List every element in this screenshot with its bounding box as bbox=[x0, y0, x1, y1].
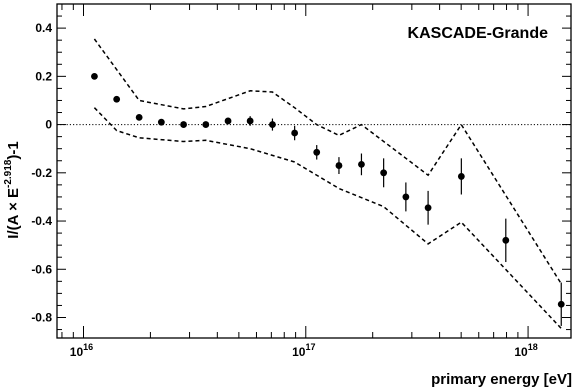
data-point bbox=[402, 193, 410, 201]
x-tick-label-base: 10 bbox=[514, 345, 528, 359]
data-point bbox=[180, 121, 187, 128]
data-point bbox=[157, 118, 165, 126]
y-tick-label: -0.4 bbox=[31, 214, 52, 228]
data-point bbox=[135, 113, 143, 121]
x-tick-label: 1018 bbox=[514, 342, 537, 359]
x-tick-label-base: 10 bbox=[292, 345, 306, 359]
lower-systematic-band bbox=[93, 107, 562, 329]
data-point bbox=[380, 169, 388, 177]
chart-annotation: KASCADE-Grande bbox=[408, 25, 549, 42]
x-tick-label: 1017 bbox=[292, 342, 315, 359]
data-point bbox=[457, 173, 465, 180]
data-point bbox=[502, 236, 510, 244]
data-point bbox=[91, 72, 98, 80]
data-point bbox=[269, 121, 276, 128]
data-point bbox=[202, 121, 210, 128]
data-point bbox=[113, 95, 121, 103]
data-point bbox=[246, 117, 254, 125]
y-axis-label-suffix: )-1 bbox=[5, 141, 22, 159]
y-tick-label: -0.8 bbox=[31, 311, 52, 325]
data-point bbox=[224, 117, 232, 125]
x-tick-label-exponent: 18 bbox=[528, 342, 538, 352]
y-tick-label: -0.6 bbox=[31, 262, 52, 276]
y-axis-label-prefix: I/(A × E bbox=[5, 188, 22, 239]
data-point bbox=[358, 160, 365, 168]
x-tick-label-base: 10 bbox=[70, 345, 84, 359]
y-axis-label-exponent: -2.918 bbox=[3, 159, 14, 188]
y-tick-label: -0.2 bbox=[31, 166, 52, 180]
y-axis-label: I/(A × E-2.918)-1 bbox=[3, 141, 22, 238]
x-tick-label-exponent: 17 bbox=[305, 342, 315, 352]
data-point bbox=[313, 148, 321, 156]
x-axis-label: primary energy [eV] bbox=[431, 371, 572, 388]
data-point bbox=[424, 204, 432, 212]
plot-frame bbox=[56, 3, 572, 339]
y-tick-label: 0 bbox=[45, 118, 52, 132]
data-point bbox=[291, 129, 299, 137]
x-tick-label-exponent: 16 bbox=[83, 342, 93, 352]
x-tick-label: 1016 bbox=[70, 342, 93, 359]
data-point bbox=[557, 300, 565, 308]
y-tick-label: 0.2 bbox=[35, 69, 52, 83]
upper-systematic-band bbox=[93, 38, 562, 285]
y-tick-label: 0.4 bbox=[35, 21, 52, 35]
plot-area bbox=[57, 38, 571, 329]
data-point bbox=[335, 162, 343, 169]
